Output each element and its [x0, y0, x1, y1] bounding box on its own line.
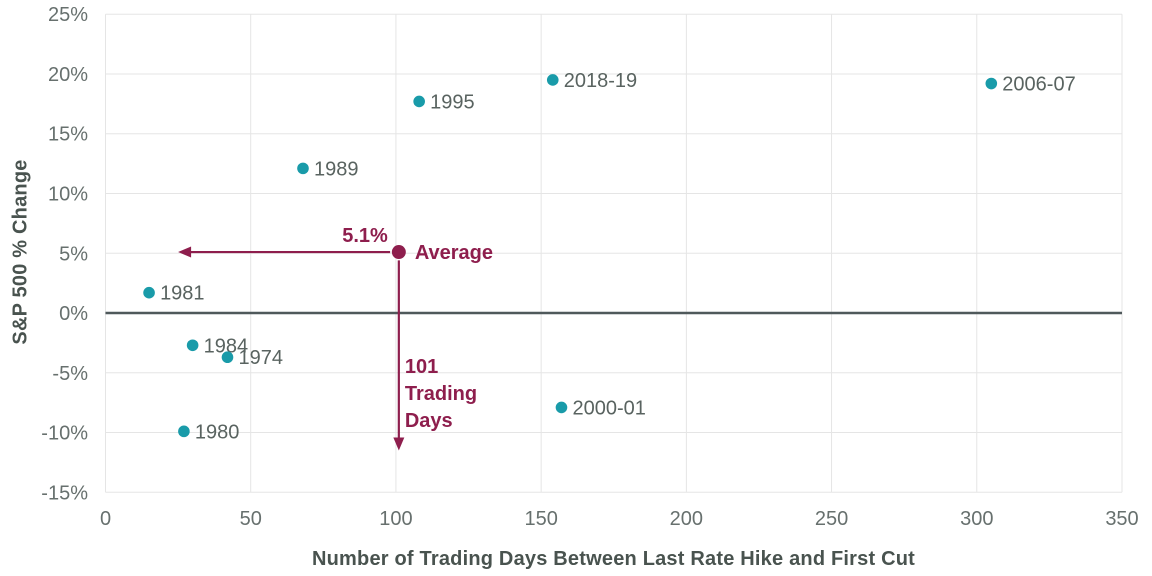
point-label: 2006-07: [1002, 74, 1075, 96]
y-axis-title: S&P 500 % Change: [9, 159, 32, 345]
x-axis-title: Number of Trading Days Between Last Rate…: [311, 548, 916, 570]
days-callout-line: Days: [405, 410, 453, 432]
y-tick-label: -5%: [52, 363, 88, 385]
x-tick-label: 300: [960, 508, 993, 530]
point-label: 2018-19: [564, 70, 637, 92]
point-label: 1984: [204, 335, 249, 357]
average-point: [391, 245, 406, 260]
value-callout: 5.1%: [342, 225, 388, 247]
down-arrow-head: [393, 437, 405, 451]
point-label: 1989: [314, 158, 359, 180]
data-point-2000-01: [555, 401, 568, 414]
data-point-2006-07: [985, 77, 998, 90]
data-point-1980: [178, 425, 190, 438]
data-point-1974: [221, 351, 234, 364]
point-label: 1995: [430, 91, 475, 113]
x-tick-label: 100: [379, 508, 412, 530]
average-label: Average: [415, 242, 493, 264]
point-label: 2000-01: [572, 397, 645, 419]
point-label: 1974: [238, 347, 282, 369]
y-tick-label: 5%: [59, 243, 88, 265]
x-tick-label: 200: [670, 508, 703, 530]
data-point-1989: [297, 162, 309, 175]
y-tick-label: 0%: [59, 303, 88, 325]
x-tick-label: 0: [100, 508, 111, 530]
y-tick-label: -10%: [41, 423, 88, 445]
y-tick-label: 10%: [48, 183, 88, 205]
data-point-1981: [143, 286, 155, 299]
x-tick-label: 50: [240, 508, 262, 530]
days-callout-line: Trading: [405, 383, 477, 405]
days-callout-line: 101: [405, 356, 438, 378]
data-point-2018-19: [546, 74, 559, 86]
left-arrow-head: [178, 246, 192, 258]
y-tick-label: 20%: [48, 64, 88, 86]
point-label: 1980: [195, 421, 240, 443]
y-tick-label: 25%: [48, 4, 88, 26]
x-tick-label: 250: [815, 508, 848, 530]
x-tick-label: 150: [524, 508, 557, 530]
data-point-1984: [186, 339, 199, 352]
x-tick-label: 350: [1105, 508, 1138, 530]
y-tick-label: 15%: [48, 124, 88, 146]
data-point-1995: [413, 95, 425, 108]
point-label: 1981: [160, 283, 205, 305]
y-tick-label: -15%: [41, 482, 88, 504]
